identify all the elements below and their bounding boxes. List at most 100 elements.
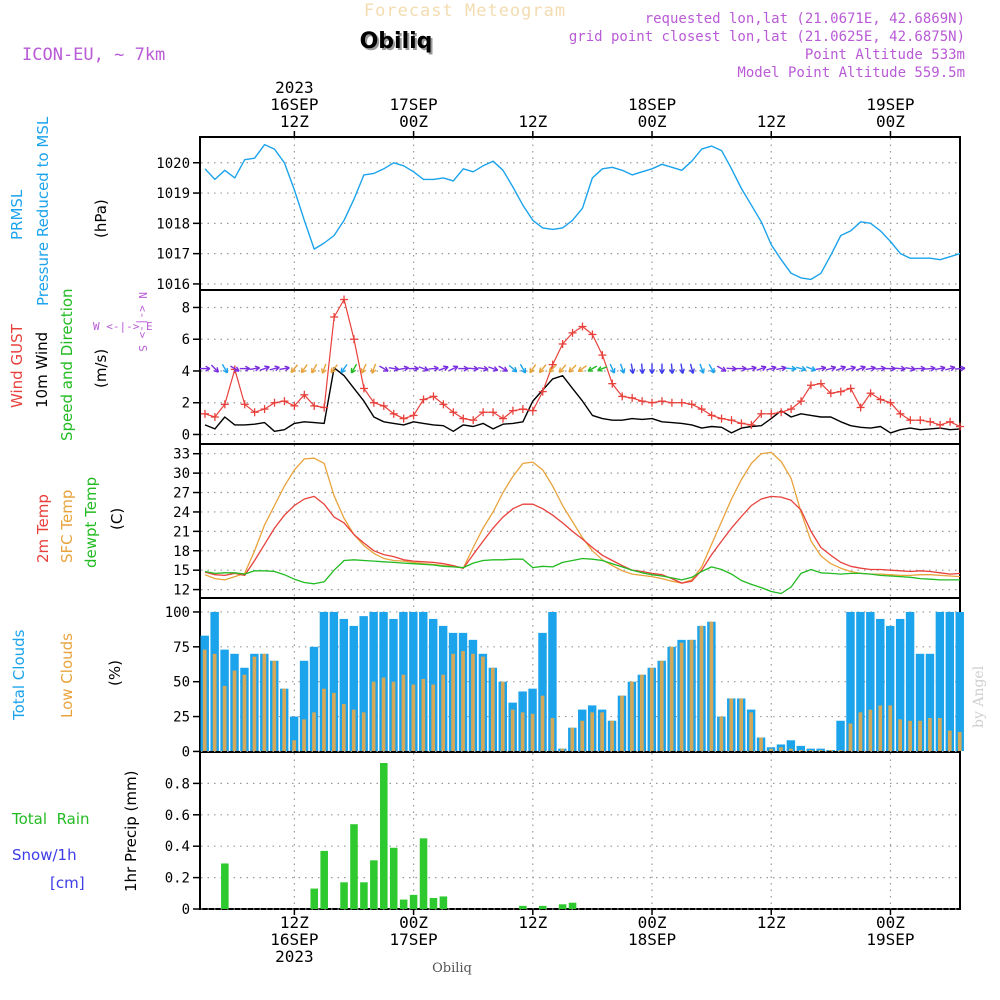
precip-bar bbox=[389, 847, 398, 909]
wind-direction-arrow bbox=[577, 365, 587, 373]
low-cloud-bar bbox=[530, 713, 535, 751]
wind-direction-arrowhead bbox=[639, 369, 644, 374]
low-cloud-bar bbox=[461, 651, 465, 751]
wind-direction-arrowhead bbox=[692, 368, 695, 374]
total-cloud-bar bbox=[548, 611, 557, 751]
wind-direction-arrow bbox=[835, 366, 846, 371]
wind-direction-arrowhead bbox=[213, 370, 219, 373]
wind-direction-arrowhead bbox=[658, 368, 663, 374]
total-cloud-bar bbox=[955, 611, 964, 751]
wind-direction-arrowhead bbox=[679, 369, 684, 374]
wind-direction-arrowhead bbox=[930, 367, 936, 372]
top-time-label: 19SEP bbox=[866, 95, 914, 114]
wind-direction-arrowhead bbox=[960, 367, 966, 372]
low-cloud-bar bbox=[679, 642, 684, 751]
wind-direction-arrowhead bbox=[444, 366, 449, 372]
y-tick-label: 6 bbox=[182, 332, 190, 348]
pressure-panel bbox=[199, 136, 961, 291]
low-cloud-bar bbox=[550, 717, 555, 751]
wind-direction-arrowhead bbox=[463, 367, 469, 372]
wind-direction-arrow bbox=[321, 363, 327, 374]
wind-direction-arrowhead bbox=[423, 369, 429, 372]
wind-direction-arrowhead bbox=[811, 366, 817, 371]
wind-direction-arrow bbox=[726, 367, 737, 370]
wind-direction-arrowhead bbox=[301, 369, 307, 374]
y-tick-label: 50 bbox=[173, 675, 190, 691]
wind-direction-arrow bbox=[699, 363, 705, 374]
low-cloud-bar bbox=[669, 646, 674, 751]
wind-direction-arrow bbox=[865, 367, 876, 371]
low-cloud-bar bbox=[292, 740, 296, 751]
low-cloud-bar bbox=[341, 704, 346, 751]
wind-direction-arrowhead bbox=[264, 365, 270, 368]
wind-direction-arrowhead bbox=[702, 368, 705, 374]
low-cloud-bar bbox=[620, 695, 624, 751]
wind-direction-arrowhead bbox=[751, 365, 757, 369]
wind-direction-arrowhead bbox=[699, 369, 704, 374]
wind-direction-arrowhead bbox=[649, 368, 653, 374]
bottom-time-label: 12Z bbox=[757, 913, 786, 932]
low-cloud-bar bbox=[898, 719, 902, 751]
low-cloud-bar bbox=[510, 709, 515, 751]
wind-direction-arrow bbox=[230, 365, 240, 372]
top-time-label: 18SEP bbox=[628, 95, 676, 114]
wind-direction-arrow bbox=[796, 366, 807, 371]
low-cloud-bar bbox=[719, 716, 724, 751]
wind-direction-arrowhead bbox=[413, 365, 419, 370]
wind-direction-arrowhead bbox=[820, 365, 827, 369]
precip-axis-label: 1hr Precip (mm) bbox=[122, 771, 140, 892]
wind-direction-arrowhead bbox=[529, 367, 532, 373]
wind-direction-arrowhead bbox=[860, 365, 866, 368]
low-cloud-bar bbox=[947, 730, 952, 751]
low-cloud-bar bbox=[639, 674, 644, 751]
point-altitude: Point Altitude 533m bbox=[805, 47, 965, 63]
total-cloud-bar bbox=[856, 611, 865, 751]
compass-north-south: N <-|-> S bbox=[136, 292, 149, 352]
total-cloud-bar bbox=[289, 716, 299, 751]
wind-direction-arrow bbox=[925, 367, 936, 370]
wind-direction-arrow bbox=[845, 366, 856, 371]
wind-direction-arrowhead bbox=[330, 367, 333, 373]
precip-bar bbox=[419, 838, 428, 909]
precip-bar bbox=[429, 898, 438, 909]
wind-direction-arrowhead bbox=[709, 369, 715, 374]
low-cloud-bar bbox=[361, 712, 366, 751]
y-tick-label: 12 bbox=[173, 583, 190, 599]
wind-direction-arrow bbox=[609, 363, 616, 374]
wind-direction-arrowhead bbox=[463, 365, 469, 370]
wind-direction-arrowhead bbox=[762, 366, 767, 372]
low-cloud-bar bbox=[252, 656, 257, 751]
wind-direction-arrow bbox=[568, 364, 577, 373]
total-cloud-bar bbox=[935, 611, 945, 751]
low-cloud-bar bbox=[371, 681, 376, 751]
low-cloud-bar bbox=[659, 660, 664, 751]
wind-direction-arrow bbox=[786, 367, 797, 370]
wind-direction-arrowhead bbox=[284, 365, 290, 369]
low-cloud-bar bbox=[540, 695, 545, 751]
wind-direction-arrowhead bbox=[861, 366, 866, 372]
wind-direction-arrowhead bbox=[671, 368, 675, 374]
wind-direction-arrowhead bbox=[831, 366, 837, 372]
pressure-unit: (hPa) bbox=[92, 199, 110, 238]
wind-direction-arrowhead bbox=[771, 366, 777, 372]
low-cloud-bar bbox=[441, 674, 446, 751]
wind-direction-arrowhead bbox=[781, 365, 787, 369]
wind-direction-arrow bbox=[290, 364, 299, 373]
y-tick-label: 21 bbox=[173, 524, 190, 540]
wind-direction-arrowhead bbox=[568, 367, 572, 373]
total-cloud-bar bbox=[905, 611, 915, 751]
wind-direction-arrowhead bbox=[205, 367, 211, 372]
top-time-label: 12Z bbox=[518, 112, 547, 131]
wind-direction-arrow bbox=[630, 363, 634, 374]
wind-direction-arrow bbox=[340, 364, 348, 374]
y-tick-label: 0.2 bbox=[165, 871, 190, 887]
wind-direction-arrowhead bbox=[801, 365, 807, 371]
total-cloud-bar bbox=[915, 653, 925, 751]
wind-direction-arrowhead bbox=[741, 365, 747, 370]
total-cloud-bar bbox=[876, 618, 885, 751]
total-cloud-bar bbox=[885, 625, 895, 751]
wind-direction-arrow bbox=[756, 366, 767, 371]
low-cloud-bar bbox=[351, 709, 356, 751]
wind-direction-arrowhead bbox=[920, 365, 926, 370]
wind-direction-arrowhead bbox=[791, 368, 797, 372]
